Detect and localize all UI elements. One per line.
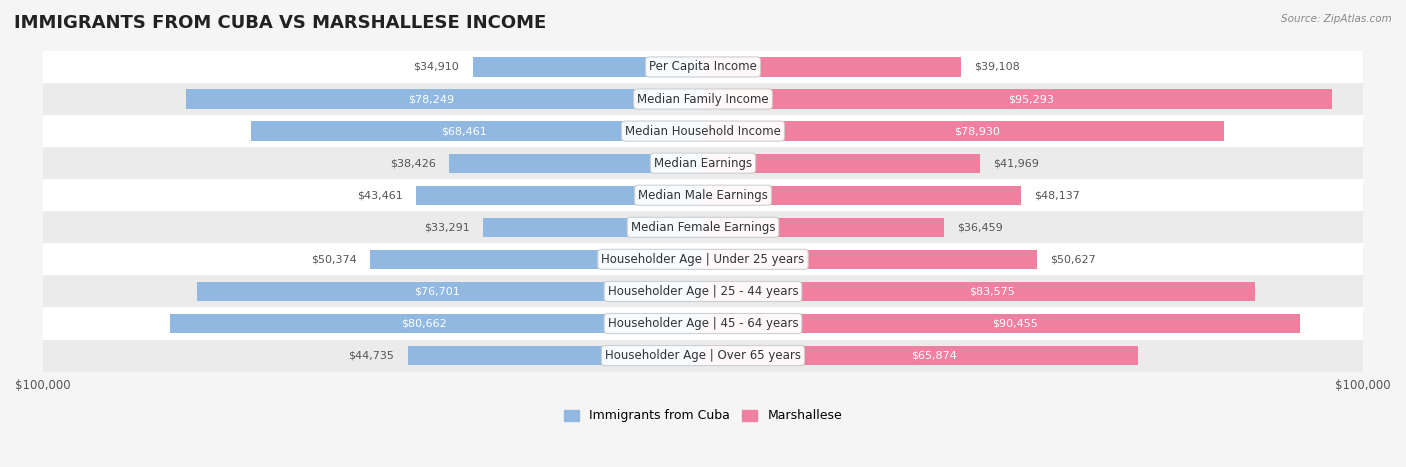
Text: Householder Age | 45 - 64 years: Householder Age | 45 - 64 years bbox=[607, 317, 799, 330]
Bar bbox=[252, 121, 703, 141]
Bar bbox=[703, 57, 962, 77]
Bar bbox=[703, 346, 1137, 365]
Text: $38,426: $38,426 bbox=[391, 158, 436, 168]
Bar bbox=[703, 154, 980, 173]
Text: $65,874: $65,874 bbox=[911, 351, 956, 361]
Bar bbox=[370, 250, 703, 269]
Text: Median Earnings: Median Earnings bbox=[654, 156, 752, 170]
Text: $95,293: $95,293 bbox=[1008, 94, 1053, 104]
Bar bbox=[703, 282, 1254, 301]
Text: $50,627: $50,627 bbox=[1050, 255, 1097, 264]
Text: Per Capita Income: Per Capita Income bbox=[650, 60, 756, 73]
Text: $90,455: $90,455 bbox=[991, 318, 1038, 328]
Text: $76,701: $76,701 bbox=[413, 286, 460, 297]
Bar bbox=[703, 314, 1301, 333]
Bar bbox=[703, 250, 1038, 269]
Bar bbox=[703, 185, 1021, 205]
Bar bbox=[42, 211, 1364, 243]
Bar bbox=[703, 121, 1225, 141]
Text: Median Female Earnings: Median Female Earnings bbox=[631, 221, 775, 234]
Bar bbox=[42, 51, 1364, 83]
Text: $36,459: $36,459 bbox=[957, 222, 1002, 232]
Text: IMMIGRANTS FROM CUBA VS MARSHALLESE INCOME: IMMIGRANTS FROM CUBA VS MARSHALLESE INCO… bbox=[14, 14, 547, 32]
Text: Source: ZipAtlas.com: Source: ZipAtlas.com bbox=[1281, 14, 1392, 24]
Text: $39,108: $39,108 bbox=[974, 62, 1021, 72]
Bar bbox=[42, 147, 1364, 179]
Text: $34,910: $34,910 bbox=[413, 62, 460, 72]
Text: Median Family Income: Median Family Income bbox=[637, 92, 769, 106]
Bar bbox=[703, 89, 1331, 109]
Text: Median Household Income: Median Household Income bbox=[626, 125, 780, 138]
Bar bbox=[187, 89, 703, 109]
Bar bbox=[42, 115, 1364, 147]
Bar bbox=[42, 83, 1364, 115]
Bar bbox=[450, 154, 703, 173]
Text: $41,969: $41,969 bbox=[993, 158, 1039, 168]
Text: $78,930: $78,930 bbox=[953, 126, 1000, 136]
Bar bbox=[42, 243, 1364, 276]
Text: $80,662: $80,662 bbox=[401, 318, 447, 328]
Text: Median Male Earnings: Median Male Earnings bbox=[638, 189, 768, 202]
Text: $44,735: $44,735 bbox=[349, 351, 395, 361]
Text: $78,249: $78,249 bbox=[408, 94, 454, 104]
Text: $68,461: $68,461 bbox=[441, 126, 486, 136]
Bar bbox=[42, 340, 1364, 372]
Bar bbox=[416, 185, 703, 205]
Bar bbox=[472, 57, 703, 77]
Bar bbox=[42, 276, 1364, 307]
Text: Householder Age | Over 65 years: Householder Age | Over 65 years bbox=[605, 349, 801, 362]
Text: $50,374: $50,374 bbox=[312, 255, 357, 264]
Text: Householder Age | 25 - 44 years: Householder Age | 25 - 44 years bbox=[607, 285, 799, 298]
Bar bbox=[484, 218, 703, 237]
Text: $43,461: $43,461 bbox=[357, 190, 404, 200]
Text: $48,137: $48,137 bbox=[1033, 190, 1080, 200]
Bar bbox=[42, 179, 1364, 211]
Bar bbox=[42, 307, 1364, 340]
Text: $83,575: $83,575 bbox=[969, 286, 1015, 297]
Bar bbox=[170, 314, 703, 333]
Bar bbox=[408, 346, 703, 365]
Text: $33,291: $33,291 bbox=[425, 222, 470, 232]
Bar bbox=[197, 282, 703, 301]
Bar bbox=[703, 218, 943, 237]
Legend: Immigrants from Cuba, Marshallese: Immigrants from Cuba, Marshallese bbox=[560, 404, 846, 427]
Text: Householder Age | Under 25 years: Householder Age | Under 25 years bbox=[602, 253, 804, 266]
